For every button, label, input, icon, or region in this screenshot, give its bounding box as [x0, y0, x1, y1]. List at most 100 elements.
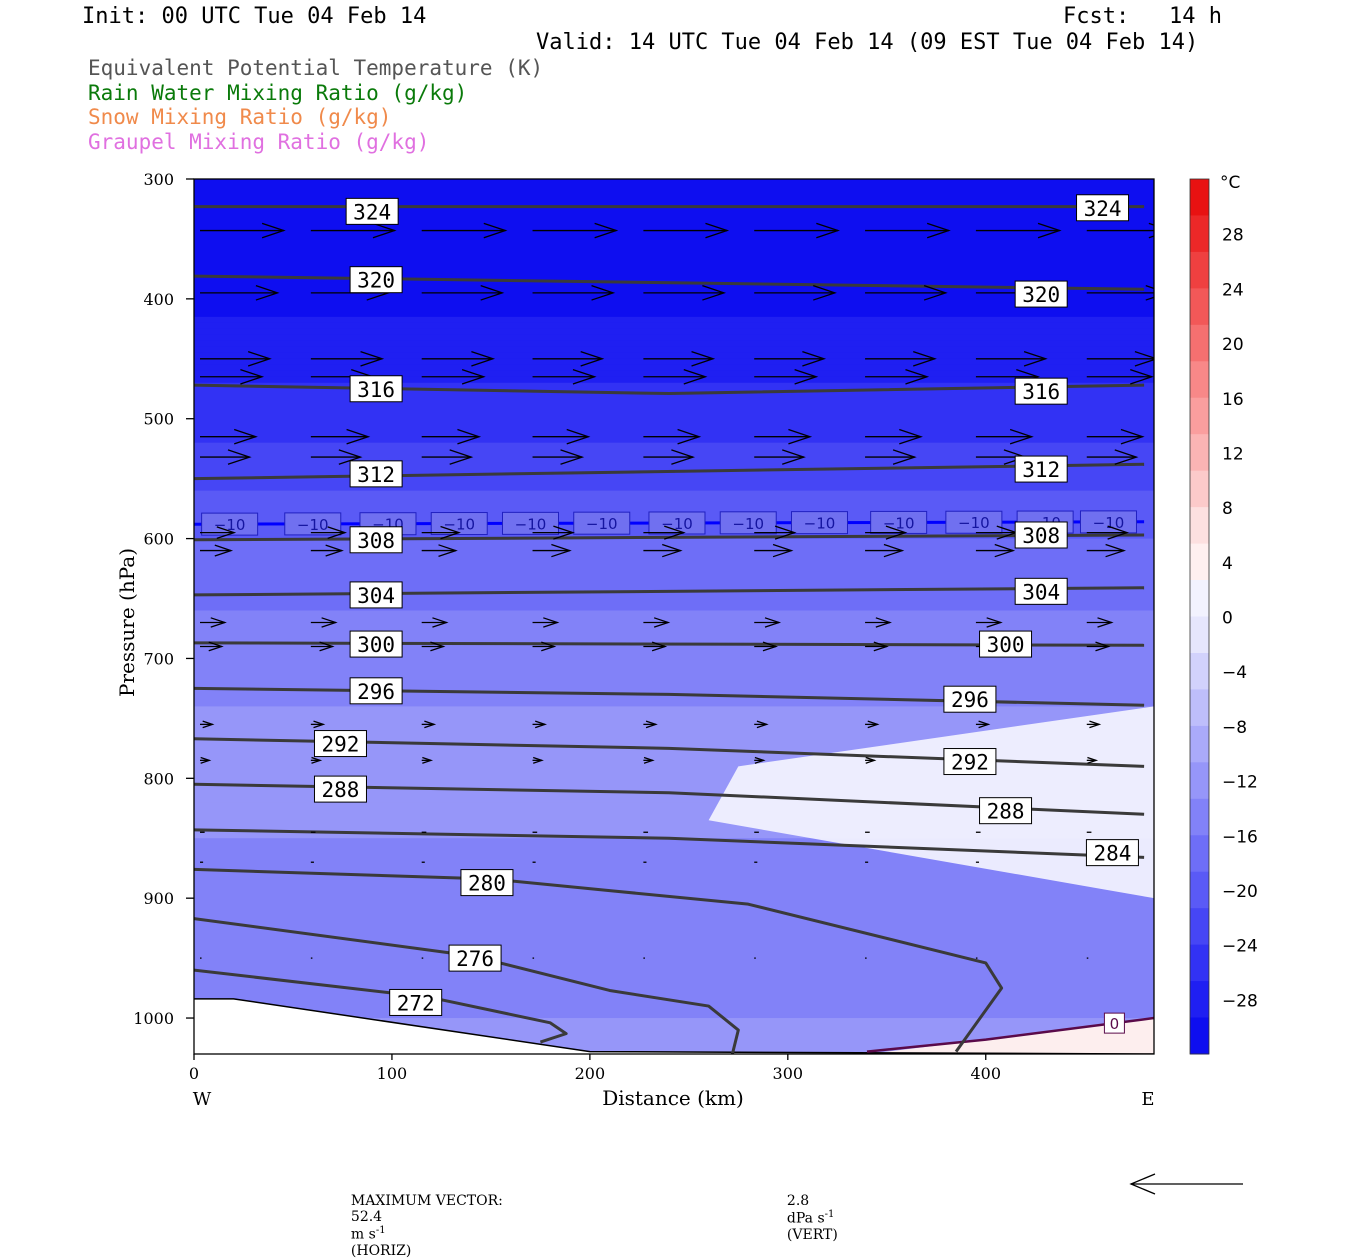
temperature-band	[194, 214, 1154, 222]
mild-air-pocket	[708, 706, 1154, 899]
wind-vector-head	[978, 720, 991, 729]
colorbar-cell	[1190, 470, 1209, 508]
vert-max-unit: dPa s	[786, 1210, 825, 1227]
wind-vector-head	[319, 641, 335, 652]
colorbar-cell	[1190, 361, 1209, 399]
isotherm-label: −10	[732, 515, 764, 533]
temperature-band	[194, 304, 1154, 312]
temperature-band	[194, 658, 1154, 666]
temperature-band	[194, 268, 1154, 276]
wind-vector-head	[899, 428, 923, 445]
temperature-band	[194, 622, 1154, 630]
colorbar-tick-label: 4	[1222, 554, 1233, 574]
wind-vector-head	[553, 525, 575, 540]
isotherm-zero-line	[866, 1016, 1154, 1053]
temperature-band	[194, 292, 1154, 300]
wind-vector-head	[566, 428, 591, 445]
wind-vector-head	[677, 428, 702, 445]
temperature-band	[194, 616, 1154, 624]
colorbar-cell	[1190, 908, 1209, 946]
temperature-band	[194, 400, 1154, 408]
colorbar-tick-label: 20	[1222, 335, 1244, 355]
temperature-band	[194, 604, 1154, 612]
wind-vector-head	[214, 544, 234, 557]
temperature-band	[194, 322, 1154, 330]
wind-vector-head	[1009, 428, 1034, 445]
temperature-band	[194, 376, 1154, 384]
wind-vector-head	[873, 641, 889, 652]
theta-e-label-box	[349, 526, 403, 554]
temperature-band	[194, 664, 1154, 672]
wind-vector-head	[591, 285, 616, 301]
vert-tag: (VERT)	[786, 1226, 838, 1243]
temperature-band	[194, 940, 1154, 947]
temperature-band	[194, 184, 1154, 192]
temperature-band	[194, 904, 1154, 911]
wind-vector-head	[346, 428, 371, 445]
legend-theta-e: Equivalent Potential Temperature (K)	[88, 56, 544, 80]
temperature-band	[194, 916, 1154, 923]
temperature-band	[194, 298, 1154, 306]
temperature-band	[194, 502, 1154, 510]
temperature-band	[194, 196, 1154, 204]
forecast-hour: Fcst: 14 h	[1063, 4, 1222, 29]
wind-vector-head	[594, 222, 619, 239]
temperature-band	[194, 676, 1154, 684]
theta-e-label: 304	[357, 584, 395, 608]
temperature-band	[194, 844, 1154, 851]
temperature-band	[194, 634, 1154, 642]
temperature-band	[194, 964, 1154, 971]
colorbar-cell	[1190, 580, 1209, 617]
theta-e-label-box	[349, 677, 403, 705]
theta-e-label-box	[349, 266, 403, 294]
temperature-band	[194, 364, 1154, 372]
isotherm-label: −10	[515, 515, 547, 533]
isotherm-label-box	[573, 511, 631, 535]
theta-e-label-box	[979, 797, 1033, 825]
x-west-label: W	[193, 1089, 212, 1110]
wind-vector-head	[926, 222, 951, 239]
temperature-band	[194, 472, 1154, 480]
colorbar-tick-label: −28	[1222, 991, 1258, 1011]
temperature-band	[194, 934, 1154, 941]
temperature-band	[194, 814, 1154, 821]
wind-vector-head	[1107, 525, 1130, 540]
legend-graupel: Graupel Mixing Ratio (g/kg)	[88, 130, 430, 154]
temperature-band	[194, 220, 1154, 228]
wind-vector-head	[883, 543, 905, 558]
isotherm-zero-label-box	[1103, 1012, 1125, 1034]
wind-vector-head	[885, 525, 908, 540]
y-tick-label: 600	[143, 530, 174, 549]
colorbar-tick-label: 8	[1222, 499, 1233, 519]
temperature-band	[194, 922, 1154, 929]
temperature-band	[194, 772, 1154, 779]
temperature-band	[194, 334, 1154, 342]
temperature-band	[194, 394, 1154, 402]
theta-e-label: 320	[1022, 283, 1060, 307]
theta-e-label-box	[1076, 194, 1130, 222]
temperature-band	[194, 994, 1154, 1001]
colorbar-cell	[1190, 251, 1209, 289]
isotherm-label: −10	[214, 516, 246, 534]
isotherm-label-box	[648, 511, 706, 535]
temperature-band	[194, 1012, 1154, 1019]
temperature-band	[194, 424, 1154, 432]
wind-vector-head	[551, 543, 572, 558]
wind-vector-head	[1037, 222, 1062, 239]
theta-e-label-box	[313, 730, 367, 758]
wind-vector-head	[457, 428, 482, 445]
colorbar-cell	[1190, 835, 1209, 873]
theta-e-label-box	[349, 375, 403, 403]
isotherm-label-box	[945, 510, 1003, 534]
isotherm-label: −10	[958, 514, 990, 532]
theta-e-label-box	[313, 775, 367, 803]
wind-vector-head	[1087, 756, 1099, 764]
temperature-band	[194, 898, 1154, 905]
theta-e-label: 296	[951, 688, 989, 712]
horiz-max-unit: m s	[350, 1226, 376, 1243]
y-tick-label: 300	[143, 170, 174, 189]
theta-e-label: 276	[456, 947, 494, 971]
theta-e-contour-276	[194, 917, 740, 1054]
wind-vector-head	[1095, 641, 1111, 652]
theta-e-contour-280	[194, 867, 1004, 1053]
